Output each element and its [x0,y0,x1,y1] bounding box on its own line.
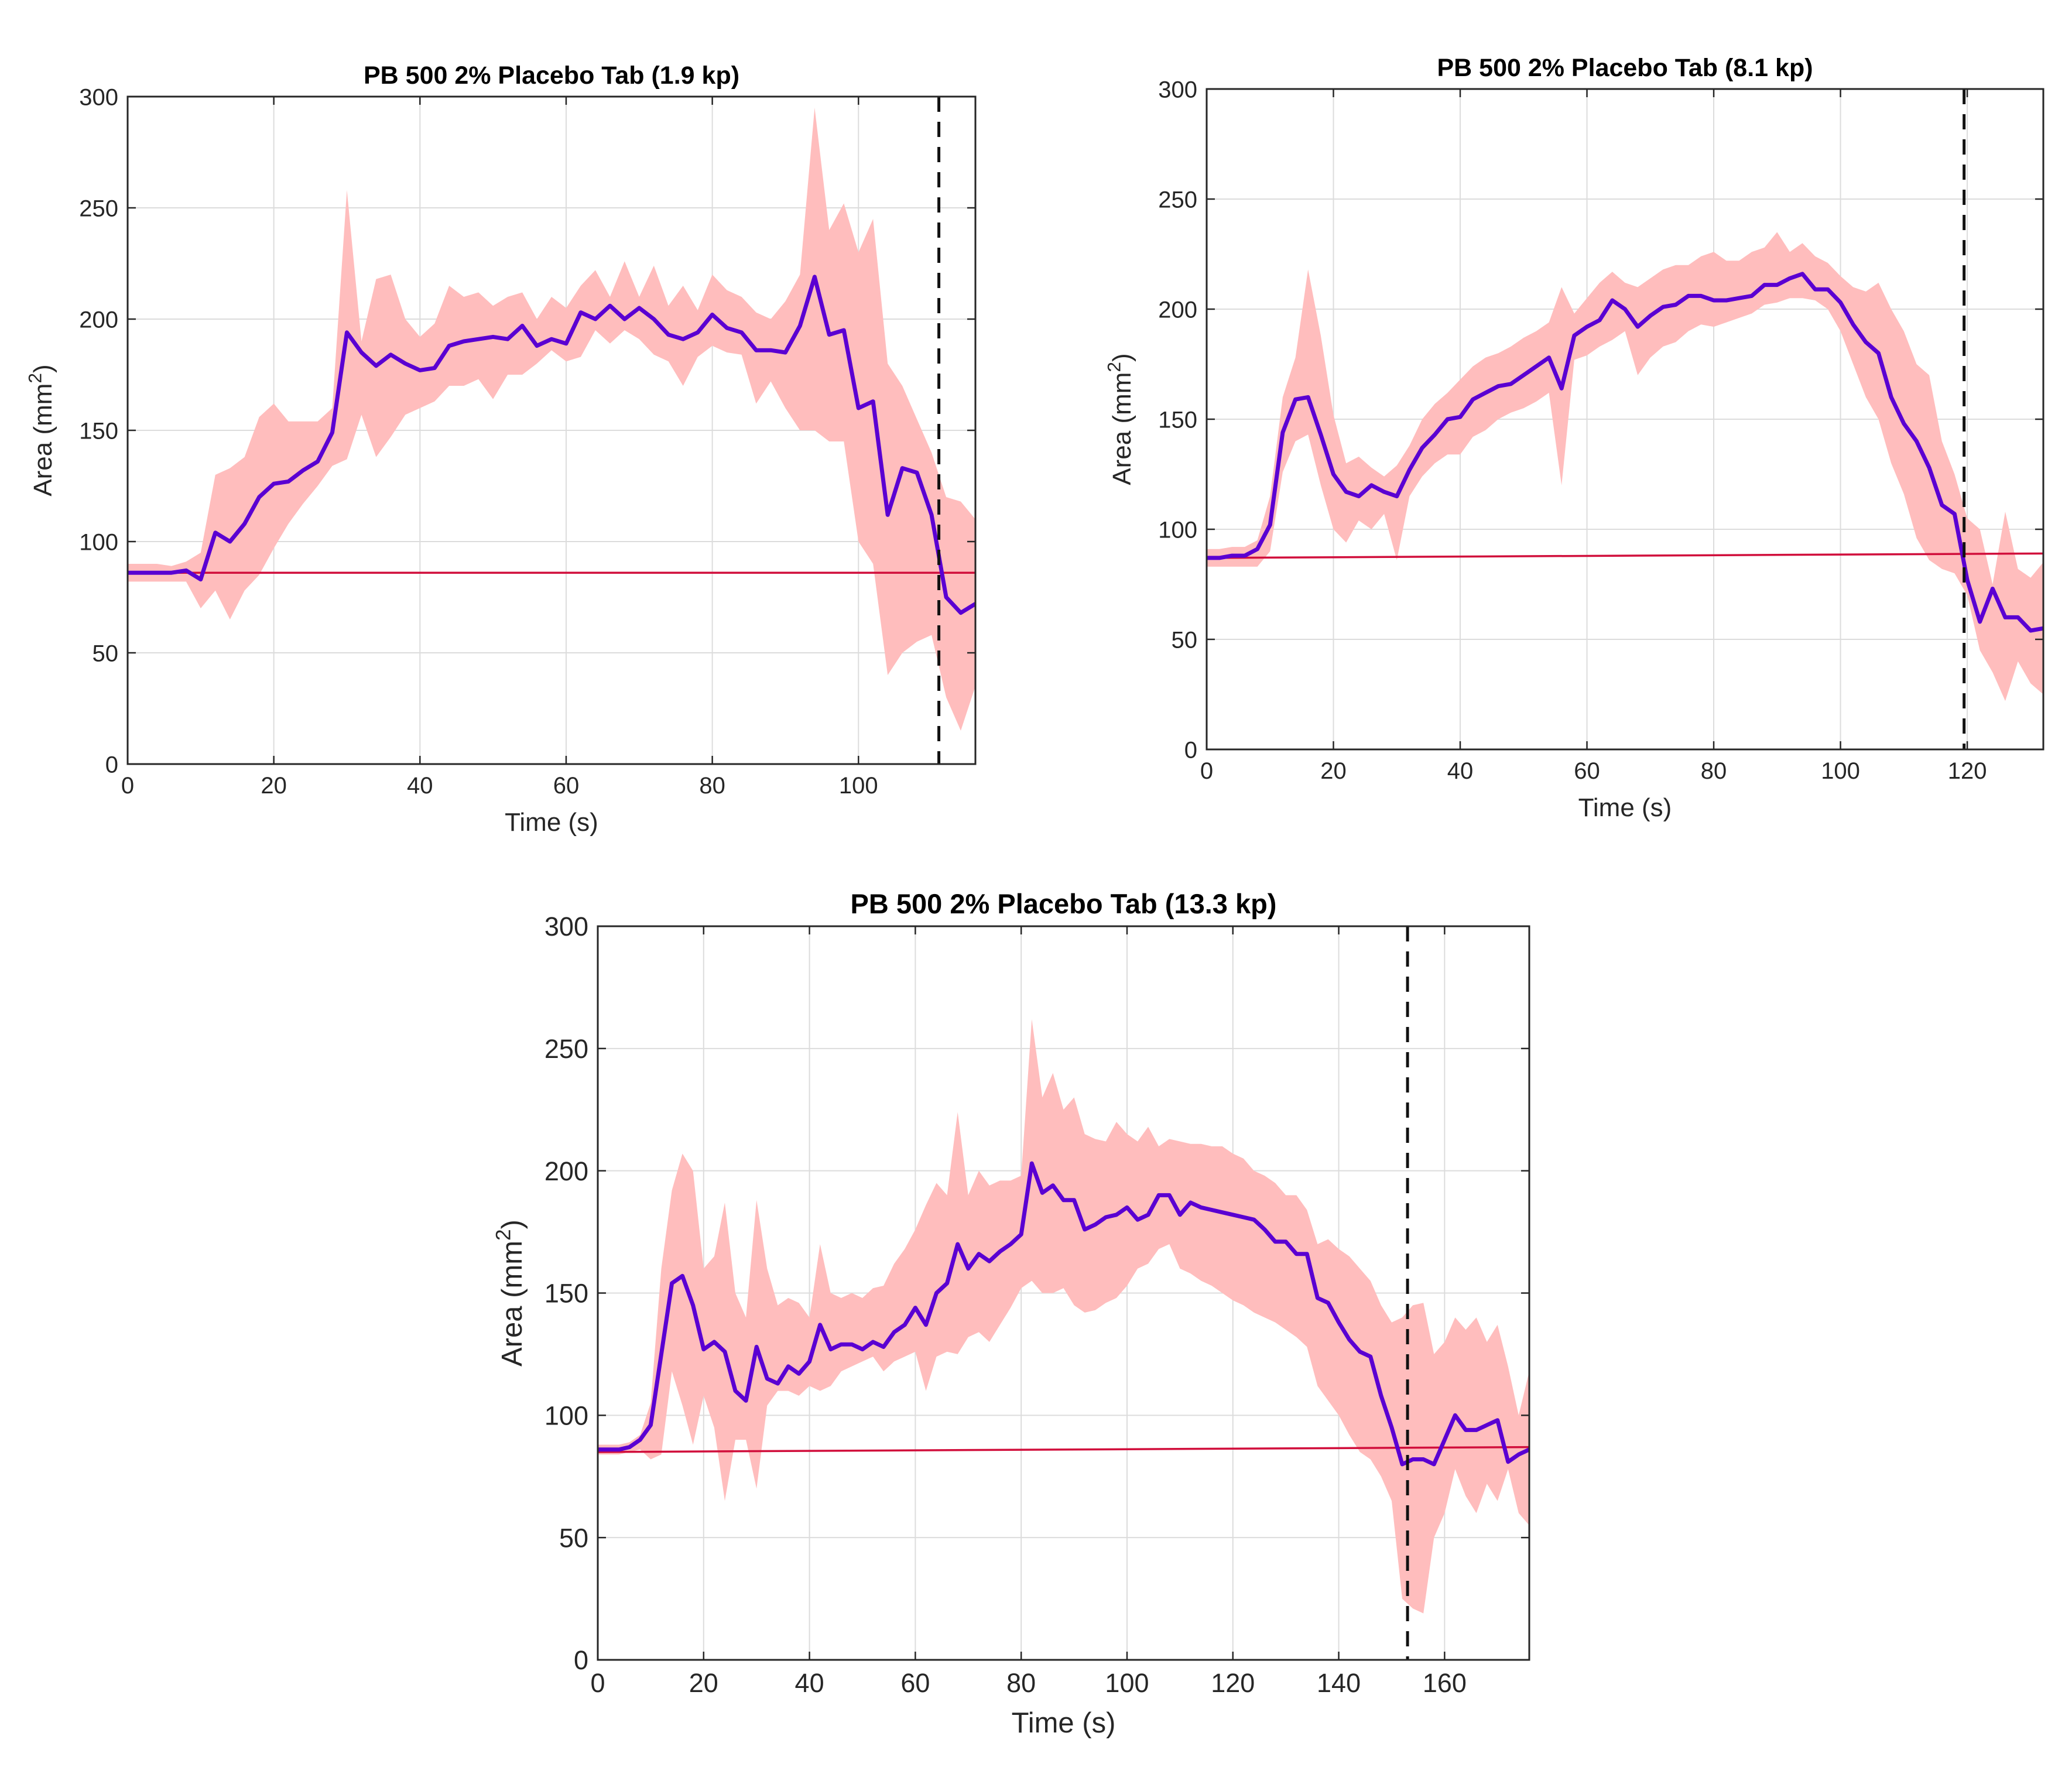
baseline-line [1207,552,2043,559]
y-tick-label: 250 [1158,187,1197,213]
x-tick-label: 20 [689,1668,718,1698]
y-axis-label-text: Area (mm [29,383,57,496]
y-tick-label: 0 [574,1645,588,1675]
y-tick-label: 0 [105,752,118,778]
chart-title: PB 500 2% Placebo Tab (1.9 kp) [364,61,739,90]
mean-line [1207,272,2043,633]
x-tick-label: 80 [699,773,725,799]
confidence-band [1207,232,2043,701]
y-tick-label: 200 [1158,297,1197,323]
x-tick-label: 0 [590,1668,605,1698]
y-tick-label: 150 [79,418,118,444]
chart-title: PB 500 2% Placebo Tab (8.1 kp) [1437,54,1813,82]
x-axis-label: Time (s) [1012,1707,1116,1739]
x-tick-label: 40 [795,1668,824,1698]
y-tick-label: 50 [93,641,119,666]
x-tick-label: 0 [1200,758,1213,784]
y-axis-label-close: ) [496,1220,528,1229]
x-tick-label: 100 [839,773,878,799]
y-tick-label: 150 [544,1279,588,1309]
x-tick-label: 120 [1948,758,1987,784]
x-tick-label: 100 [1105,1668,1149,1698]
x-tick-label: 160 [1423,1668,1467,1698]
chart-title: PB 500 2% Placebo Tab (13.3 kp) [851,888,1277,919]
x-tick-label: 60 [900,1668,930,1698]
y-tick-label: 0 [1184,737,1197,763]
y-tick-label: 250 [544,1034,588,1064]
x-tick-label: 100 [1821,758,1860,784]
y-axis-label-close: ) [1108,353,1136,362]
x-tick-label: 40 [407,773,433,799]
y-axis-label-superscript: 2 [1103,362,1124,372]
chart-8-1kp: 0 20 40 60 80 100 120 0 50 100 150 200 250 300 PB 500 … [1103,54,2044,822]
y-tick-label: 300 [1158,77,1197,102]
y-tick-label: 150 [1158,407,1197,433]
plot-area [1207,232,2043,701]
y-axis-label: Area (mm2) [1103,353,1136,485]
confidence-band [598,1019,1529,1614]
confidence-band [128,108,975,731]
y-axis-label-text: Area (mm [1108,372,1136,485]
y-tick-label: 200 [79,307,118,333]
y-axis-label-text: Area (mm [496,1241,528,1367]
x-axis-label: Time (s) [505,808,598,837]
y-axis-label: Area (mm2) [24,364,57,496]
y-axis-label-superscript: 2 [492,1229,515,1241]
x-tick-label: 40 [1447,758,1474,784]
y-tick-label: 100 [544,1401,588,1431]
y-tick-label: 50 [1172,627,1198,653]
baseline-line [598,1446,1529,1453]
y-axis-label-close: ) [29,364,57,373]
x-tick-label: 140 [1317,1668,1361,1698]
y-axis-label-superscript: 2 [24,373,45,383]
y-tick-label: 100 [79,529,118,555]
x-tick-label: 60 [1574,758,1600,784]
chart-1-9kp: 0 20 40 60 80 100 0 50 100 150 200 250 300 PB 500 2% … [24,61,977,837]
chart-13-3kp: 0 20 40 60 80 100 120 140 160 0 50 100 150 200 250 300 P… [492,888,1530,1739]
plot-area [128,108,975,731]
x-tick-label: 80 [1701,758,1727,784]
y-tick-label: 100 [1158,517,1197,543]
x-tick-label: 60 [553,773,580,799]
plot-area [598,1019,1529,1614]
x-axis-label: Time (s) [1578,793,1672,822]
y-tick-label: 50 [559,1523,588,1553]
y-tick-label: 250 [79,196,118,221]
y-tick-label: 200 [544,1156,588,1186]
y-tick-label: 300 [79,84,118,110]
x-tick-label: 0 [121,773,134,799]
x-tick-label: 120 [1211,1668,1255,1698]
mean-line [128,275,975,615]
y-tick-label: 300 [544,912,588,941]
x-tick-label: 20 [261,773,287,799]
x-tick-label: 20 [1320,758,1347,784]
x-tick-label: 80 [1006,1668,1036,1698]
y-axis-label: Area (mm2) [492,1220,528,1367]
mean-line [598,1161,1529,1467]
